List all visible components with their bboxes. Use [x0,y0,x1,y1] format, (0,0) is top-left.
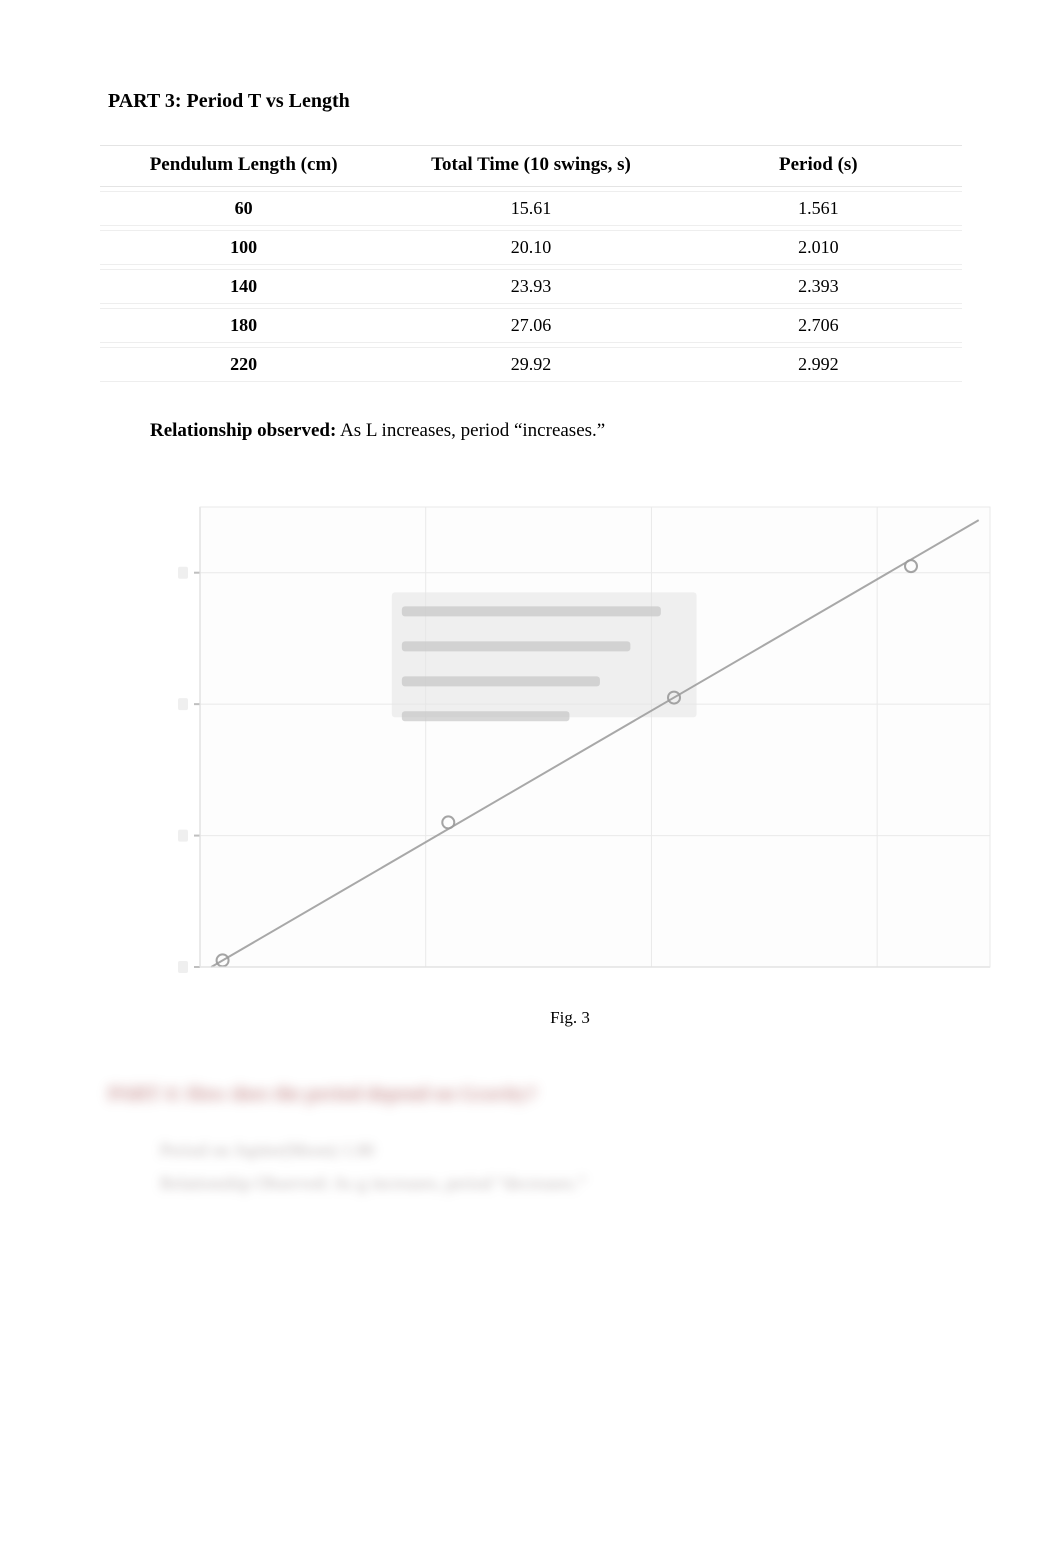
cell-period: 2.393 [675,269,962,304]
part3-heading: PART 3: Period T vs Length [108,90,962,113]
table-header-row: Pendulum Length (cm) Total Time (10 swin… [100,145,962,187]
document-page: PART 3: Period T vs Length Pendulum Leng… [0,0,1062,1266]
figure-3: Fig. 3 [130,482,1010,1028]
cell-period: 2.992 [675,347,962,382]
table-row: 140 23.93 2.393 [100,269,962,304]
cell-length: 100 [100,230,387,265]
part3-table: Pendulum Length (cm) Total Time (10 swin… [100,141,962,386]
cell-totaltime: 15.61 [387,191,674,226]
col-header-length: Pendulum Length (cm) [100,145,387,187]
relationship-observed: Relationship observed: As L increases, p… [150,420,962,442]
cell-totaltime: 23.93 [387,269,674,304]
cell-totaltime: 27.06 [387,308,674,343]
cell-totaltime: 29.92 [387,347,674,382]
relationship-text: As L increases, period [336,420,514,441]
col-header-period: Period (s) [675,145,962,187]
figure-3-chart [130,482,1010,1002]
part4-heading-blurred: PART 4: How does the period depend on Gr… [108,1083,962,1106]
blurred-line-2: Relationship Observed: As g increases, p… [160,1173,962,1194]
col-header-totaltime: Total Time (10 swings, s) [387,145,674,187]
part4-blurred-block: PART 4: How does the period depend on Gr… [100,1083,962,1194]
relationship-quoted: “increases.” [514,420,605,441]
cell-period: 2.706 [675,308,962,343]
cell-period: 2.010 [675,230,962,265]
cell-length: 140 [100,269,387,304]
cell-totaltime: 20.10 [387,230,674,265]
table-row: 220 29.92 2.992 [100,347,962,382]
cell-length: 60 [100,191,387,226]
blurred-line-1: Period on Jupiter(Moon) 1.00 [160,1140,962,1161]
cell-length: 220 [100,347,387,382]
table-row: 60 15.61 1.561 [100,191,962,226]
part4-lines-blurred: Period on Jupiter(Moon) 1.00 Relationshi… [160,1140,962,1194]
cell-period: 1.561 [675,191,962,226]
figure-3-caption: Fig. 3 [130,1008,1010,1028]
table-row: 100 20.10 2.010 [100,230,962,265]
cell-length: 180 [100,308,387,343]
relationship-label: Relationship observed: [150,420,336,441]
table-row: 180 27.06 2.706 [100,308,962,343]
